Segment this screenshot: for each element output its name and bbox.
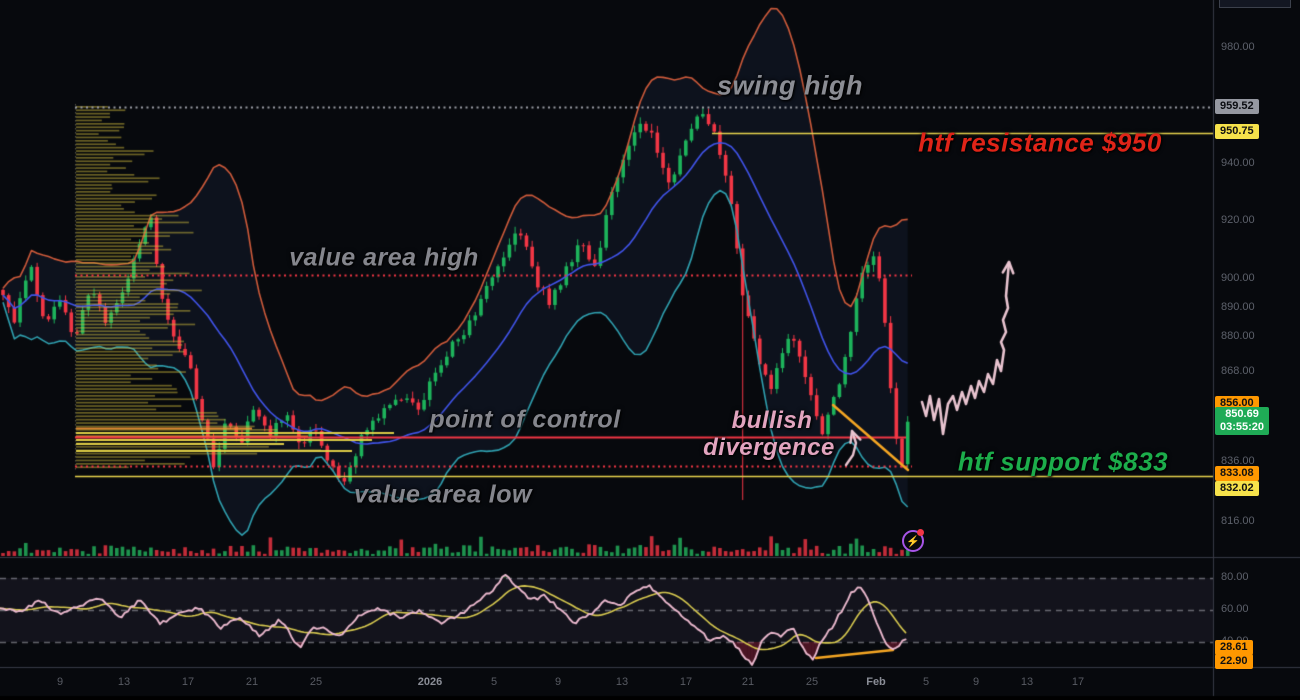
time-tick: 9 — [554, 676, 562, 688]
time-tick: 9 — [56, 676, 64, 688]
rsi-tick: 80.00 — [1221, 571, 1249, 583]
last-price-badge: 850.69 03:55:20 — [1215, 407, 1270, 435]
rsi-tick: 60.00 — [1221, 603, 1249, 615]
annotation-swing-high[interactable]: swing high — [717, 70, 863, 101]
time-tick: 13 — [117, 676, 131, 688]
rsi-badge: 22.90 — [1215, 654, 1253, 669]
boost-icon[interactable]: ⚡ — [902, 529, 924, 552]
time-tick: 25 — [309, 676, 323, 688]
time-tick: 13 — [615, 676, 629, 688]
price-tick: 900.00 — [1221, 272, 1255, 284]
rsi-badge: 28.61 — [1215, 640, 1253, 655]
time-tick: 21 — [245, 676, 259, 688]
price-tick: 980.00 — [1221, 41, 1255, 53]
price-badge: 832.02 — [1215, 481, 1259, 496]
lightning-icon: ⚡ — [906, 536, 920, 548]
time-tick: 9 — [972, 676, 980, 688]
annotation-point-of-control[interactable]: point of control — [429, 405, 621, 434]
time-tick: 17 — [679, 676, 693, 688]
time-tick: 13 — [1020, 676, 1034, 688]
time-tick: Feb — [866, 676, 886, 688]
annotation-bullish[interactable]: bullish — [731, 407, 813, 434]
annotation-value-area-high[interactable]: value area high — [289, 243, 479, 272]
time-tick: 17 — [1071, 676, 1085, 688]
price-tick: 890.00 — [1221, 301, 1255, 313]
price-tick: 880.00 — [1221, 330, 1255, 342]
price-tick: 868.00 — [1221, 365, 1255, 377]
time-tick: 5 — [490, 676, 498, 688]
annotation-htf-resistance[interactable]: htf resistance $950 — [918, 127, 1162, 158]
price-badge: 959.52 — [1215, 99, 1259, 114]
price-tick: 816.00 — [1221, 515, 1255, 527]
annotation-divergence[interactable]: divergence — [703, 434, 835, 461]
axis-settings-box[interactable] — [1219, 0, 1291, 8]
time-tick: 17 — [181, 676, 195, 688]
annotation-value-area-low[interactable]: value area low — [354, 480, 532, 509]
price-tick: 940.00 — [1221, 157, 1255, 169]
notification-dot — [917, 529, 924, 536]
bar-countdown: 03:55:20 — [1220, 421, 1265, 433]
price-tick: 836.00 — [1221, 455, 1255, 467]
time-tick: 25 — [805, 676, 819, 688]
price-badge: 950.75 — [1215, 124, 1259, 139]
time-tick: 2026 — [417, 676, 443, 688]
time-tick: 5 — [922, 676, 930, 688]
time-tick: 21 — [741, 676, 755, 688]
price-badge: 833.08 — [1215, 466, 1259, 481]
last-price: 850.69 — [1225, 408, 1259, 420]
price-tick: 920.00 — [1221, 214, 1255, 226]
annotation-htf-support[interactable]: htf support $833 — [957, 446, 1169, 477]
